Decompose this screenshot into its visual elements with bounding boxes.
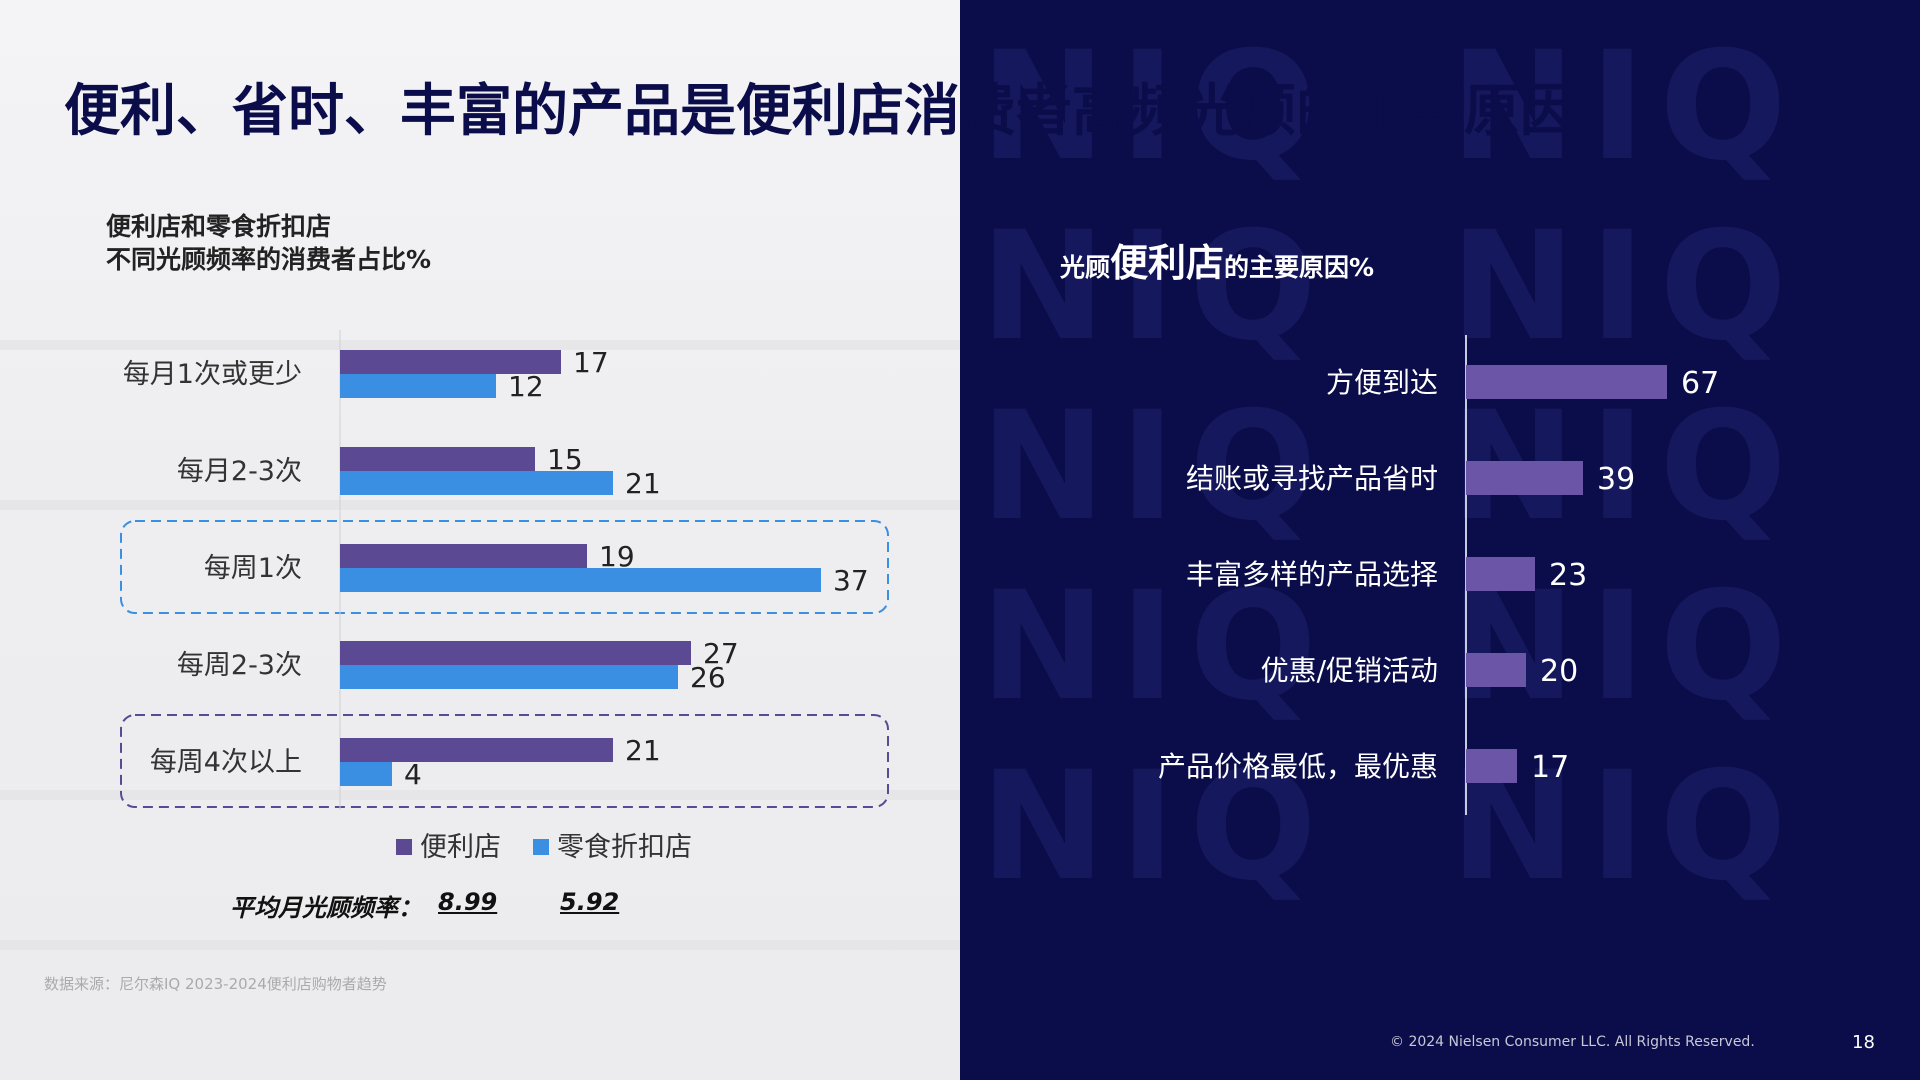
category-label: 每月1次或更少 (123, 359, 302, 390)
legend-swatch (533, 839, 549, 855)
niq-watermark: NIQ (1450, 200, 1801, 374)
bar-snack-discount (340, 762, 392, 786)
right-chart-subtitle-suffix: 的主要原因% (1224, 253, 1375, 282)
bar-convenience (340, 738, 613, 762)
niq-watermark: NIQ (980, 380, 1331, 554)
left-panel-background (0, 0, 960, 1080)
legend-label: 便利店 (420, 832, 501, 863)
data-label: 20 (1540, 654, 1578, 689)
data-label: 4 (404, 758, 422, 791)
niq-watermark: NIQ (980, 200, 1331, 374)
data-label: 12 (508, 370, 544, 403)
niq-watermark: NIQ (980, 740, 1331, 914)
niq-watermark: NIQ (980, 560, 1331, 734)
average-frequency: 平均月光顾频率： 8.99 5.92 (230, 888, 619, 923)
category-label: 每月2-3次 (177, 456, 302, 487)
legend-label: 零食折扣店 (557, 832, 692, 863)
average-frequency-convenience: 8.99 (438, 888, 498, 916)
niq-watermark: NIQ (1450, 20, 1801, 194)
average-frequency-label: 平均月光顾频率： (230, 894, 422, 922)
data-source-note: 数据来源：尼尔森IQ 2023-2024便利店购物者趋势 (44, 975, 387, 993)
reason-label: 丰富多样的产品选择 (1186, 558, 1438, 591)
right-chart-subtitle-highlight: 便利店 (1110, 241, 1225, 285)
niq-watermark: NIQ (980, 20, 1331, 194)
background-shelf (0, 940, 960, 950)
background-shelf (0, 790, 960, 800)
highlight-box (120, 714, 889, 808)
reason-label: 优惠/促销活动 (1261, 654, 1438, 687)
category-label: 每周1次 (204, 553, 302, 584)
data-label: 67 (1681, 366, 1719, 401)
reason-label: 方便到达 (1326, 366, 1438, 399)
data-label: 15 (547, 443, 583, 476)
reason-bar (1466, 653, 1526, 687)
background-shelf (0, 340, 960, 350)
data-label: 39 (1597, 462, 1635, 497)
page-number: 18 (1852, 1032, 1875, 1053)
data-label: 27 (703, 637, 739, 670)
left-chart-subtitle: 便利店和零食折扣店 不同光顾频率的消费者占比% (106, 210, 431, 276)
bar-convenience (340, 641, 691, 665)
data-label: 21 (625, 467, 661, 500)
data-label: 21 (625, 734, 661, 767)
bar-convenience (340, 350, 561, 374)
reason-label: 结账或寻找产品省时 (1186, 462, 1438, 495)
bar-convenience (340, 447, 535, 471)
reason-bar (1466, 365, 1667, 399)
category-label: 每周4次以上 (150, 747, 302, 778)
category-label: 每周2-3次 (177, 650, 302, 681)
reason-bar (1466, 749, 1517, 783)
background-shelf (0, 500, 960, 510)
bar-snack-discount (340, 568, 821, 592)
reason-bar (1466, 557, 1535, 591)
left-chart-subtitle-line1: 便利店和零食折扣店 (106, 212, 332, 241)
data-label: 17 (1531, 750, 1569, 785)
data-label: 23 (1549, 558, 1587, 593)
bar-snack-discount (340, 471, 613, 495)
bar-snack-discount (340, 374, 496, 398)
data-label: 37 (833, 564, 869, 597)
highlight-box (120, 520, 889, 614)
copyright-text: © 2024 Nielsen Consumer LLC. All Rights … (1390, 1034, 1755, 1050)
reason-bar (1466, 461, 1583, 495)
legend-swatch (396, 839, 412, 855)
data-label: 19 (599, 540, 635, 573)
right-chart-subtitle-prefix: 光顾 (1060, 253, 1111, 282)
data-label: 17 (573, 346, 609, 379)
page-title: 便利、省时、丰富的产品是便利店消费者高频光顾的主要原因 (64, 79, 1576, 144)
data-label: 26 (690, 661, 726, 694)
right-chart-subtitle: 光顾便利店的主要原因% (1060, 232, 1374, 287)
reason-label: 产品价格最低，最优惠 (1158, 750, 1438, 783)
average-frequency-snack-discount: 5.92 (560, 888, 620, 916)
left-chart-subtitle-line2: 不同光顾频率的消费者占比% (106, 245, 432, 274)
bar-convenience (340, 544, 587, 568)
bar-snack-discount (340, 665, 678, 689)
